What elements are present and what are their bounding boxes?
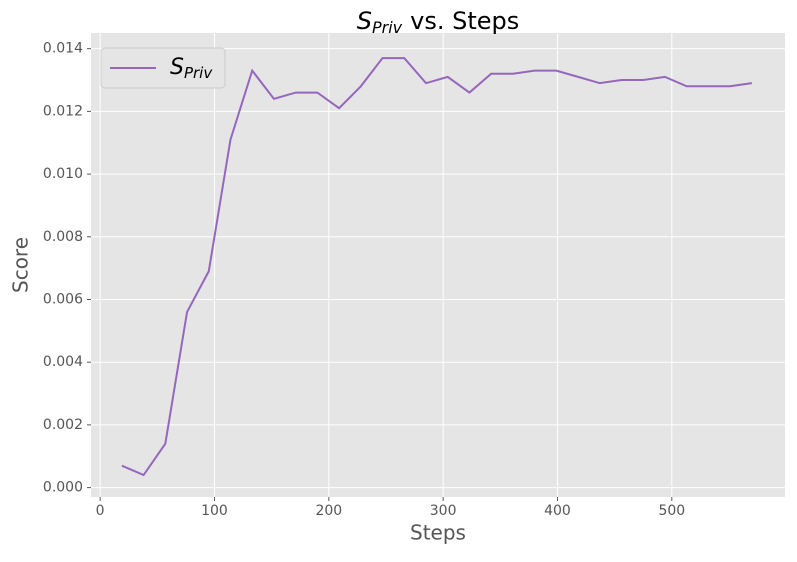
y-tick-label: 0.002: [43, 417, 83, 433]
y-tick-label: 0.014: [43, 41, 83, 57]
x-tick-label: 100: [201, 503, 228, 519]
x-tick-label: 0: [96, 503, 105, 519]
legend-label: SPriv: [170, 55, 213, 82]
legend-subscript: Priv: [184, 64, 213, 82]
legend-box: [100, 47, 226, 89]
data-line: [121, 57, 752, 477]
x-tick-label: 300: [430, 503, 457, 519]
y-tick-label: 0.012: [43, 103, 83, 119]
x-tick-label: 200: [315, 503, 342, 519]
y-tick-label: 0.004: [43, 354, 83, 370]
legend: SPriv: [100, 47, 226, 89]
title-text: vs. Steps: [410, 7, 519, 35]
plot-area: [91, 33, 785, 497]
title-subscript: Priv: [372, 18, 403, 37]
y-tick-label: 0.010: [43, 166, 83, 182]
x-axis-label: Steps: [410, 521, 466, 545]
y-tick-label: 0.006: [43, 291, 83, 307]
x-tick-label: 400: [544, 503, 571, 519]
y-axis-label: Score: [9, 237, 33, 293]
y-tick-label: 0.008: [43, 229, 83, 245]
title-symbol: S: [357, 7, 372, 35]
legend-symbol: S: [170, 55, 184, 80]
chart-title: SPriv vs. Steps: [357, 7, 520, 37]
y-tick-label: 0.000: [43, 480, 83, 496]
x-tick-label: 500: [658, 503, 685, 519]
